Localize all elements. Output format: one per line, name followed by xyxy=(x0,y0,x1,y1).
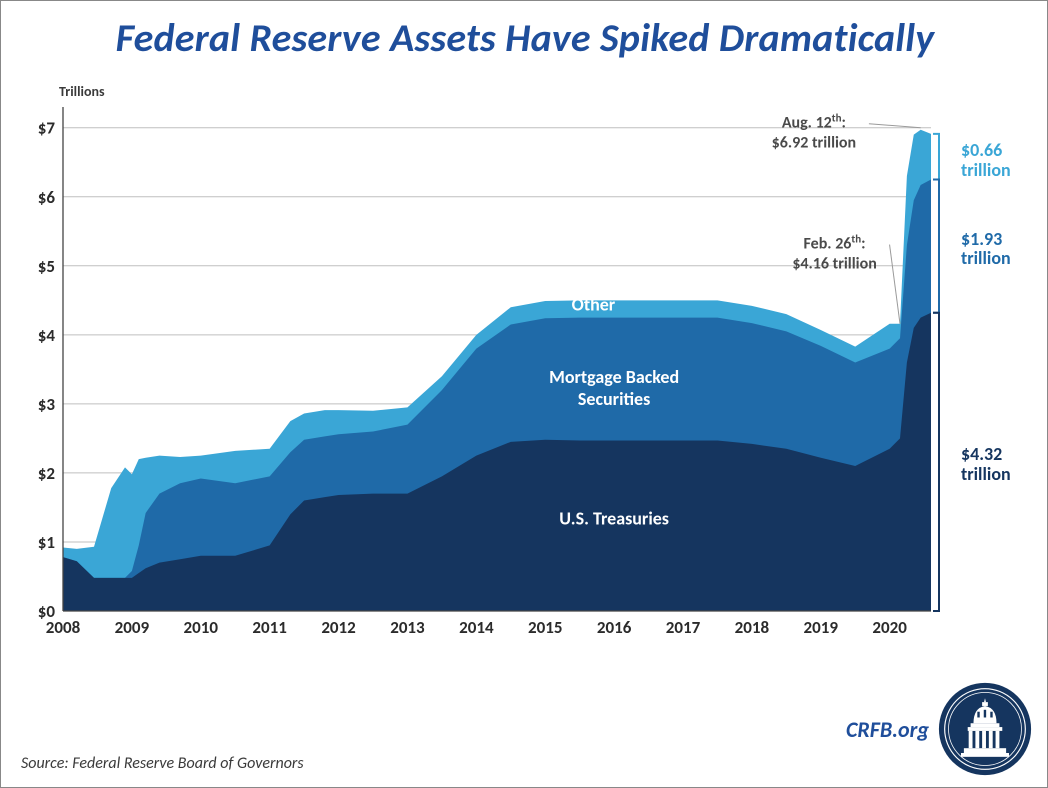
chart-container: $0$1$2$3$4$5$6$7200820092010201120122013… xyxy=(19,101,949,641)
x-tick: 2011 xyxy=(252,617,286,638)
brand-link: CRFB.org xyxy=(846,716,929,743)
series-label: Mortgage Backed xyxy=(549,366,679,388)
x-tick: 2020 xyxy=(872,617,907,638)
area-chart: $0$1$2$3$4$5$6$7200820092010201120122013… xyxy=(19,101,949,641)
x-tick: 2017 xyxy=(666,617,701,638)
y-tick: $7 xyxy=(38,118,56,139)
callout-bracket xyxy=(933,179,939,312)
crfb-logo xyxy=(937,681,1033,777)
page-frame: Federal Reserve Assets Have Spiked Drama… xyxy=(0,0,1048,788)
x-tick: 2012 xyxy=(321,617,356,638)
y-tick: $4 xyxy=(38,325,56,346)
y-tick: $2 xyxy=(38,463,56,484)
x-tick: 2015 xyxy=(528,617,562,638)
x-tick: 2014 xyxy=(459,617,494,638)
x-tick: 2018 xyxy=(735,617,770,638)
y-tick: $1 xyxy=(38,532,55,553)
x-tick: 2008 xyxy=(46,617,81,638)
series-label: U.S. Treasuries xyxy=(559,508,669,530)
annotation: Aug. 12th: xyxy=(782,112,846,133)
x-tick: 2013 xyxy=(390,617,425,638)
source-citation: Source: Federal Reserve Board of Governo… xyxy=(21,754,304,773)
page-title: Federal Reserve Assets Have Spiked Drama… xyxy=(1,13,1048,62)
x-tick: 2016 xyxy=(597,617,632,638)
y-tick: $5 xyxy=(38,256,55,277)
right-callout-label: $1.93trillion xyxy=(961,230,1011,270)
annotation: $6.92 trillion xyxy=(772,134,856,153)
right-callout-label: $4.32trillion xyxy=(961,445,1011,485)
right-callout-label: $0.66trillion xyxy=(961,141,1011,181)
annotation: Feb. 26th: xyxy=(804,233,866,254)
y-tick: $6 xyxy=(38,187,56,208)
callout-bracket xyxy=(933,313,939,611)
x-tick: 2010 xyxy=(184,617,219,638)
series-label: Other xyxy=(572,294,616,316)
callout-bracket xyxy=(933,134,939,180)
x-tick: 2019 xyxy=(804,617,839,638)
annotation: $4.16 trillion xyxy=(792,255,876,274)
y-tick: $3 xyxy=(38,394,56,415)
series-label: Securities xyxy=(578,388,650,410)
y-axis-label: Trillions xyxy=(59,83,105,100)
x-tick: 2009 xyxy=(115,617,150,638)
